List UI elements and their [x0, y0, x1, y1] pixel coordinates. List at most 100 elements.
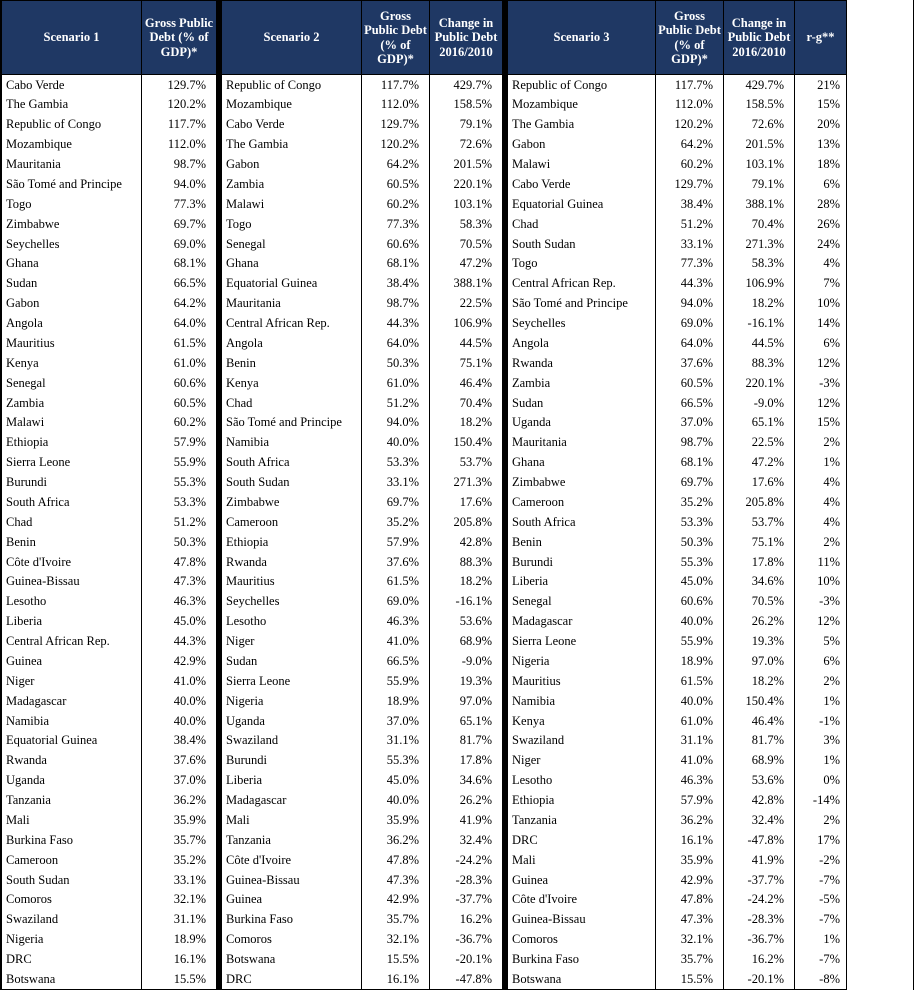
- table-row: Guinea-Bissau47.3%-28.3%-7%: [508, 910, 847, 930]
- table-row: DRC16.1%-47.8%: [222, 969, 503, 989]
- country-cell: Ethiopia: [508, 791, 656, 811]
- country-cell: South Sudan: [2, 870, 142, 890]
- debt-cell: 47.3%: [656, 910, 724, 930]
- change-cell: 17.8%: [724, 552, 795, 572]
- change-cell: 388.1%: [430, 274, 503, 294]
- rg-cell: 12%: [795, 393, 847, 413]
- table-row: Seychelles69.0%-16.1%: [222, 592, 503, 612]
- debt-cell: 40.0%: [362, 433, 430, 453]
- change-cell: 81.7%: [724, 731, 795, 751]
- country-cell: Mauritius: [508, 671, 656, 691]
- header-scenario-1: Scenario 1: [2, 1, 142, 75]
- change-cell: -28.3%: [724, 910, 795, 930]
- debt-cell: 47.8%: [362, 850, 430, 870]
- debt-cell: 35.7%: [656, 950, 724, 970]
- country-cell: Lesotho: [222, 612, 362, 632]
- table-row: São Tomé and Principe94.0%18.2%10%: [508, 294, 847, 314]
- change-cell: 17.6%: [724, 473, 795, 493]
- change-cell: 150.4%: [724, 691, 795, 711]
- table-row: Mauritania98.7%: [2, 155, 217, 175]
- table-row: Zimbabwe69.7%: [2, 214, 217, 234]
- table-row: Nigeria18.9%97.0%: [222, 691, 503, 711]
- debt-cell: 117.7%: [656, 75, 724, 95]
- country-cell: Senegal: [508, 592, 656, 612]
- table-row: Cameroon35.2%205.8%4%: [508, 492, 847, 512]
- table-row: Cabo Verde129.7%: [2, 75, 217, 95]
- table-row: DRC16.1%-47.8%17%: [508, 830, 847, 850]
- debt-cell: 61.0%: [142, 353, 217, 373]
- debt-cell: 77.3%: [142, 194, 217, 214]
- change-cell: 22.5%: [724, 433, 795, 453]
- rg-cell: 14%: [795, 314, 847, 334]
- country-cell: Angola: [508, 333, 656, 353]
- table-row: Comoros32.1%-36.7%: [222, 930, 503, 950]
- table-row: Sierra Leone55.9%: [2, 453, 217, 473]
- rg-cell: 0%: [795, 771, 847, 791]
- table-row: Niger41.0%: [2, 671, 217, 691]
- rg-cell: 12%: [795, 353, 847, 373]
- table-row: Republic of Congo117.7%429.7%21%: [508, 75, 847, 95]
- change-cell: 201.5%: [430, 155, 503, 175]
- table-row: Angola64.0%: [2, 314, 217, 334]
- debt-cell: 129.7%: [142, 75, 217, 95]
- country-cell: South Sudan: [222, 473, 362, 493]
- change-cell: 58.3%: [724, 254, 795, 274]
- change-cell: -36.7%: [430, 930, 503, 950]
- table-row: Malawi60.2%: [2, 413, 217, 433]
- country-cell: Cabo Verde: [2, 75, 142, 95]
- rg-cell: 13%: [795, 135, 847, 155]
- table-row: Equatorial Guinea38.4%388.1%: [222, 274, 503, 294]
- table-row: Swaziland31.1%: [2, 910, 217, 930]
- debt-cell: 60.6%: [142, 373, 217, 393]
- table-row: Mozambique112.0%158.5%15%: [508, 95, 847, 115]
- country-cell: Senegal: [222, 234, 362, 254]
- table-row: Benin50.3%: [2, 532, 217, 552]
- debt-cell: 47.3%: [362, 870, 430, 890]
- change-cell: 65.1%: [724, 413, 795, 433]
- country-cell: Sierra Leone: [222, 671, 362, 691]
- country-cell: Namibia: [508, 691, 656, 711]
- debt-cell: 69.7%: [142, 214, 217, 234]
- country-cell: The Gambia: [222, 135, 362, 155]
- change-cell: 41.9%: [430, 810, 503, 830]
- debt-cell: 60.5%: [656, 373, 724, 393]
- country-cell: Gabon: [508, 135, 656, 155]
- change-cell: 72.6%: [724, 115, 795, 135]
- table-row: Malawi60.2%103.1%18%: [508, 155, 847, 175]
- change-cell: 201.5%: [724, 135, 795, 155]
- country-cell: Niger: [222, 632, 362, 652]
- debt-cell: 46.3%: [656, 771, 724, 791]
- country-cell: Mauritania: [222, 294, 362, 314]
- country-cell: Central African Rep.: [2, 632, 142, 652]
- debt-cell: 77.3%: [362, 214, 430, 234]
- country-cell: Tanzania: [508, 810, 656, 830]
- table-row: Comoros32.1%: [2, 890, 217, 910]
- rg-cell: 4%: [795, 473, 847, 493]
- table-row: Ghana68.1%47.2%: [222, 254, 503, 274]
- country-cell: Madagascar: [222, 791, 362, 811]
- country-cell: South Africa: [222, 453, 362, 473]
- change-cell: 271.3%: [724, 234, 795, 254]
- country-cell: Cameroon: [508, 492, 656, 512]
- change-cell: 97.0%: [724, 651, 795, 671]
- table-row: Botswana15.5%: [2, 969, 217, 989]
- debt-cell: 50.3%: [142, 532, 217, 552]
- debt-cell: 51.2%: [362, 393, 430, 413]
- debt-cell: 117.7%: [362, 75, 430, 95]
- table-row: Central African Rep.44.3%106.9%7%: [508, 274, 847, 294]
- country-cell: Angola: [222, 333, 362, 353]
- table-row: Central African Rep.44.3%: [2, 632, 217, 652]
- change-cell: 53.7%: [724, 512, 795, 532]
- debt-cell: 50.3%: [362, 353, 430, 373]
- country-cell: Zimbabwe: [222, 492, 362, 512]
- header-change: Change in Public Debt 2016/2010: [724, 1, 795, 75]
- change-cell: 429.7%: [430, 75, 503, 95]
- country-cell: Malawi: [222, 194, 362, 214]
- country-cell: Sierra Leone: [2, 453, 142, 473]
- debt-cell: 31.1%: [362, 731, 430, 751]
- change-cell: 205.8%: [724, 492, 795, 512]
- change-cell: -37.7%: [430, 890, 503, 910]
- country-cell: Liberia: [508, 572, 656, 592]
- change-cell: 97.0%: [430, 691, 503, 711]
- debt-cell: 61.5%: [142, 333, 217, 353]
